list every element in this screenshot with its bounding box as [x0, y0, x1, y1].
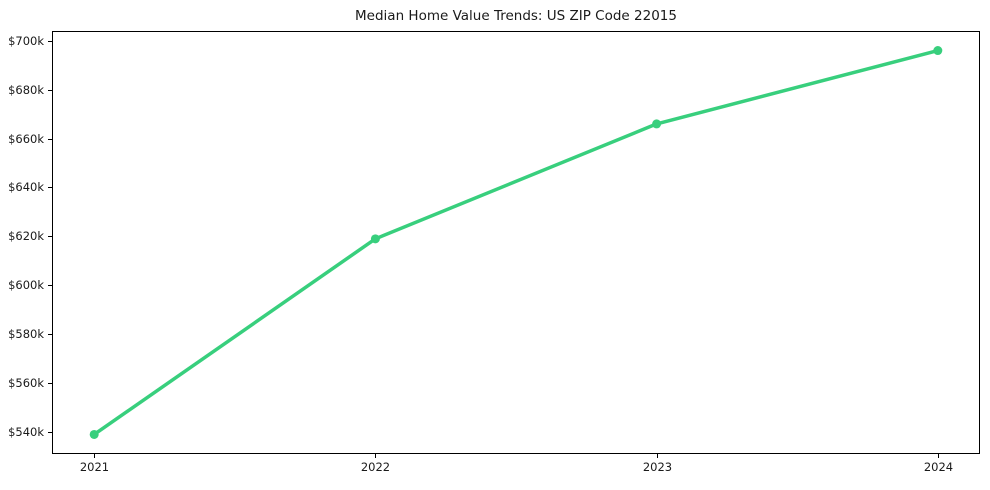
y-tick-label: $580k: [8, 327, 44, 341]
y-tick-label: $560k: [8, 376, 44, 390]
y-tick-label: $640k: [8, 180, 44, 194]
y-tick-label: $680k: [8, 83, 44, 97]
chart-title: Median Home Value Trends: US ZIP Code 22…: [355, 8, 677, 24]
x-tick-label: 2023: [643, 460, 672, 474]
y-tick-label: $600k: [8, 278, 44, 292]
plot-frame: [52, 31, 980, 454]
x-tick-label: 2021: [80, 460, 109, 474]
x-tick-label: 2024: [924, 460, 953, 474]
data-point-marker: [89, 429, 99, 439]
y-tick-label: $540k: [8, 425, 44, 439]
y-tick-label: $700k: [8, 34, 44, 48]
data-point-marker: [933, 46, 943, 56]
y-tick-label: $620k: [8, 229, 44, 243]
trend-line: [92, 48, 940, 437]
data-point-marker: [652, 119, 662, 129]
y-tick-label: $660k: [8, 132, 44, 146]
x-tick-label: 2022: [361, 460, 390, 474]
data-point-marker: [370, 234, 380, 244]
